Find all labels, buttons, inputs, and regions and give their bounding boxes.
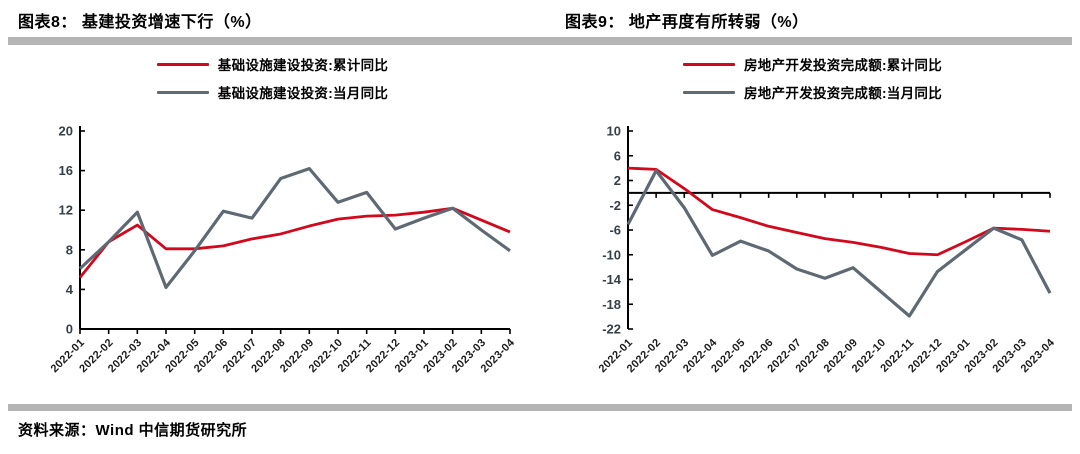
legend-item: 基础设施建设投资:当月同比 — [156, 80, 389, 104]
y-tick-label: 0 — [66, 322, 73, 337]
chart-panel-right: 房地产开发投资完成额:累计同比 房地产开发投资完成额:当月同比 10 6 2 -2 -6… — [550, 52, 1075, 398]
legend-item: 房地产开发投资完成额:累计同比 — [683, 52, 942, 76]
legend-right: 房地产开发投资完成额:累计同比 房地产开发投资完成额:当月同比 — [550, 52, 1075, 104]
y-tick-label: 8 — [66, 242, 73, 257]
legend-label: 房地产开发投资完成额:当月同比 — [744, 86, 942, 101]
y-tick-label: -2 — [609, 198, 621, 213]
line-chart-infrastructure: 2016128402022-012022-022022-032022-04202… — [49, 124, 518, 376]
y-tick-label: 2 — [614, 173, 621, 188]
series-line-0 — [78, 206, 511, 279]
legend-line-gray-icon — [683, 90, 735, 94]
chart-title-right: 图表9： 地产再度有所转弱（%） — [565, 14, 809, 31]
line-chart-real-estate: 1062-2-6-10-14-18-222022-012022-022022-0… — [597, 124, 1058, 376]
y-tick-label: 10 — [607, 124, 621, 139]
legend-label: 基础设施建设投资:累计同比 — [217, 58, 389, 73]
y-tick-label: 6 — [614, 148, 621, 163]
legend-line-red-icon — [156, 62, 209, 66]
series-line-0 — [627, 166, 1051, 257]
chart-title-left: 图表8： 基建投资增速下行（%） — [18, 14, 262, 31]
series-line-1 — [78, 167, 511, 290]
legend-item: 房地产开发投资完成额:当月同比 — [683, 80, 942, 104]
y-tick-label: 20 — [59, 124, 73, 139]
y-tick-label: -14 — [602, 272, 622, 287]
bottom-divider-bar — [8, 404, 1072, 411]
legend-label: 基础设施建设投资:当月同比 — [217, 86, 389, 101]
series-line-1 — [626, 168, 1052, 318]
y-tick-label: 16 — [59, 163, 73, 178]
legend-item: 基础设施建设投资:累计同比 — [156, 52, 389, 76]
source-note: 资料来源：Wind 中信期货研究所 — [18, 422, 248, 439]
legend-line-gray-icon — [156, 90, 209, 94]
y-tick-label: 12 — [59, 203, 73, 218]
legend-line-red-icon — [683, 62, 735, 66]
legend-left: 基础设施建设投资:累计同比 基础设施建设投资:当月同比 — [10, 52, 535, 104]
legend-label: 房地产开发投资完成额:累计同比 — [744, 58, 942, 73]
y-tick-label: -10 — [602, 247, 621, 262]
y-tick-label: 4 — [66, 282, 74, 297]
chart-panel-left: 基础设施建设投资:累计同比 基础设施建设投资:当月同比 20 16 12 8 4 0 202… — [10, 52, 535, 398]
y-tick-label: -22 — [602, 322, 621, 337]
y-tick-label: -6 — [609, 223, 621, 238]
y-tick-label: -18 — [602, 297, 621, 312]
top-divider-bar — [8, 37, 1072, 45]
